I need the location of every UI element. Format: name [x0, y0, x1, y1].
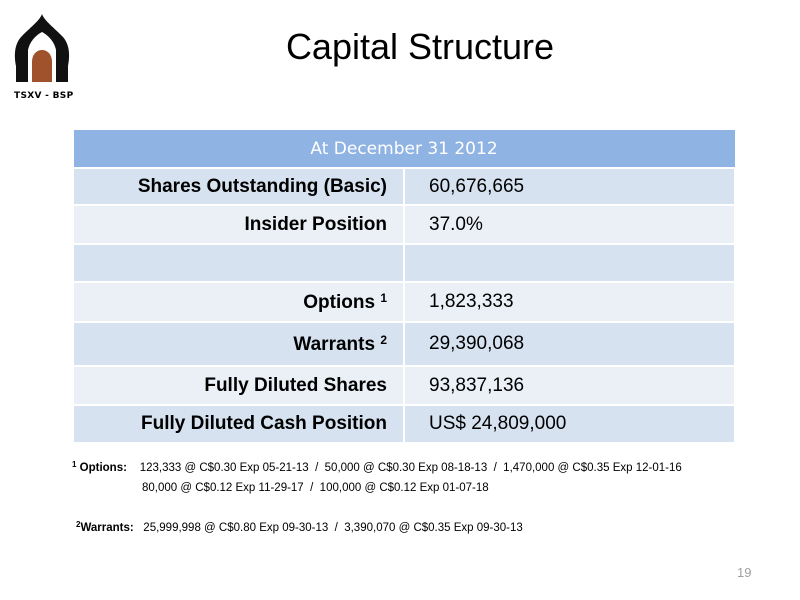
footnote-options: 1 Options: 123,333 @ C$0.30 Exp 05-21-13… [72, 460, 682, 474]
row-label [72, 243, 405, 283]
row-label: Options 1 [72, 281, 405, 323]
footnote-ref: 2 [380, 332, 387, 347]
row-label: Fully Diluted Shares [72, 365, 405, 406]
table-row: Options 1 1,823,333 [72, 281, 737, 323]
row-value: 29,390,068 [402, 321, 737, 367]
footnote-options-label: Options: [79, 462, 127, 474]
footnote-ref: 1 [380, 290, 387, 305]
table-row-empty [72, 243, 737, 283]
page-number: 19 [737, 565, 752, 580]
ticker-symbol: TSXV - BSP [14, 91, 74, 101]
capital-structure-table: At December 31 2012 Shares Outstanding (… [72, 129, 737, 444]
footnote-options-line1: 123,333 @ C$0.30 Exp 05-21-13 / 50,000 @… [139, 462, 682, 474]
row-label: Insider Position [72, 204, 405, 245]
page-title: Capital Structure [285, 26, 555, 67]
row-value: 1,823,333 [402, 281, 737, 323]
row-value: 60,676,665 [402, 167, 737, 206]
row-value: US$ 24,809,000 [402, 404, 737, 444]
row-value: 93,837,136 [402, 365, 737, 406]
row-label: Shares Outstanding (Basic) [72, 167, 405, 206]
row-label: Fully Diluted Cash Position [72, 404, 405, 444]
table-row: Insider Position 37.0% [72, 204, 737, 245]
footnote-options-line2: 80,000 @ C$0.12 Exp 11-29-17 / 100,000 @… [142, 482, 489, 494]
footnote-options-continued: 80,000 @ C$0.12 Exp 11-29-17 / 100,000 @… [142, 482, 489, 494]
company-logo [10, 10, 74, 90]
footnote-warrants-label: Warrants: [80, 522, 134, 534]
table-row: Shares Outstanding (Basic) 60,676,665 [72, 167, 737, 206]
table-row: Fully Diluted Cash Position US$ 24,809,0… [72, 404, 737, 444]
table-row: Warrants 2 29,390,068 [72, 321, 737, 367]
row-label: Warrants 2 [72, 321, 405, 367]
row-value [402, 243, 737, 283]
row-value: 37.0% [402, 204, 737, 245]
footnote-warrants: 2Warrants: 25,999,998 @ C$0.80 Exp 09-30… [76, 520, 523, 534]
table-row: Fully Diluted Shares 93,837,136 [72, 365, 737, 406]
table-caption: At December 31 2012 [72, 129, 736, 169]
footnote-warrants-line1: 25,999,998 @ C$0.80 Exp 09-30-13 / 3,390… [143, 522, 523, 534]
